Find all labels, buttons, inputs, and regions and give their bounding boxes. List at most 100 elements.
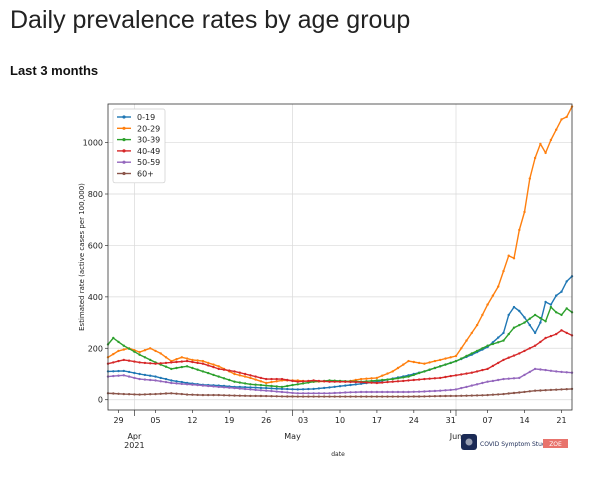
data-point bbox=[528, 390, 531, 393]
data-point bbox=[560, 290, 563, 293]
data-point bbox=[518, 309, 521, 313]
data-point bbox=[428, 368, 431, 371]
data-point bbox=[439, 394, 442, 398]
data-point bbox=[212, 363, 215, 366]
data-point bbox=[486, 367, 489, 371]
data-point bbox=[533, 389, 537, 392]
data-point bbox=[444, 375, 447, 379]
data-point bbox=[539, 142, 542, 146]
data-point bbox=[486, 303, 489, 306]
data-point bbox=[555, 388, 558, 391]
data-point bbox=[254, 394, 257, 398]
data-point bbox=[270, 384, 273, 388]
data-point bbox=[417, 361, 421, 365]
legend-label: 0-19 bbox=[137, 113, 155, 122]
data-point bbox=[428, 361, 431, 364]
data-point bbox=[507, 254, 510, 257]
data-point bbox=[133, 376, 136, 380]
data-point bbox=[465, 339, 468, 342]
data-point bbox=[381, 395, 384, 398]
data-point bbox=[238, 371, 241, 374]
data-point bbox=[370, 379, 373, 383]
data-point bbox=[243, 386, 247, 389]
data-point bbox=[175, 380, 178, 383]
data-point bbox=[375, 390, 379, 394]
data-point bbox=[502, 392, 505, 396]
data-point bbox=[127, 359, 131, 362]
data-point bbox=[191, 360, 194, 364]
data-point bbox=[238, 381, 241, 384]
data-point bbox=[185, 359, 189, 363]
data-point bbox=[391, 390, 394, 394]
data-point bbox=[386, 372, 389, 375]
data-point bbox=[539, 340, 542, 344]
data-point bbox=[512, 377, 516, 380]
data-point bbox=[301, 392, 305, 395]
x-tick-label: 17 bbox=[372, 416, 382, 425]
data-point bbox=[112, 374, 115, 378]
data-point bbox=[286, 387, 289, 391]
data-point bbox=[270, 389, 273, 393]
data-point bbox=[138, 361, 141, 364]
data-point bbox=[481, 381, 484, 385]
brand-tag: ZOE bbox=[549, 441, 562, 448]
data-point bbox=[291, 383, 294, 387]
data-point bbox=[301, 380, 305, 383]
data-point bbox=[539, 321, 542, 324]
data-point bbox=[349, 391, 352, 394]
chart-legend: 0-19 20-29 30-39 40-49 50-59 60+ bbox=[112, 108, 166, 184]
data-point bbox=[233, 372, 236, 376]
data-point bbox=[370, 395, 373, 398]
data-point bbox=[280, 387, 284, 391]
data-point bbox=[402, 363, 405, 366]
x-tick-label: 10 bbox=[335, 416, 345, 425]
data-point bbox=[407, 379, 410, 382]
data-point bbox=[454, 388, 458, 391]
data-point bbox=[228, 378, 231, 382]
data-point bbox=[433, 395, 437, 398]
data-point bbox=[470, 331, 473, 335]
data-point bbox=[159, 392, 162, 395]
data-point bbox=[449, 356, 452, 359]
data-point bbox=[307, 379, 310, 383]
data-point bbox=[423, 395, 426, 398]
data-point bbox=[138, 353, 141, 356]
data-point bbox=[502, 339, 505, 342]
data-point bbox=[122, 348, 126, 351]
data-point bbox=[154, 349, 157, 353]
data-point bbox=[475, 370, 479, 373]
data-point bbox=[565, 388, 568, 391]
data-point bbox=[228, 369, 231, 372]
data-point bbox=[265, 381, 268, 385]
data-point bbox=[191, 358, 194, 362]
data-point bbox=[565, 331, 568, 335]
data-point bbox=[417, 390, 421, 393]
data-point bbox=[359, 381, 363, 384]
data-point bbox=[338, 380, 342, 383]
data-point bbox=[122, 369, 126, 373]
x-tick-label: 03 bbox=[298, 416, 308, 425]
data-point bbox=[249, 386, 252, 389]
data-point bbox=[143, 393, 147, 396]
data-point bbox=[354, 383, 357, 386]
data-point bbox=[243, 382, 247, 385]
data-point bbox=[402, 390, 405, 394]
data-point bbox=[454, 359, 458, 363]
data-point bbox=[280, 395, 284, 398]
data-point bbox=[138, 393, 141, 396]
data-point bbox=[544, 389, 547, 392]
data-point bbox=[491, 364, 495, 368]
y-tick-label: 400 bbox=[88, 293, 103, 302]
data-point bbox=[555, 370, 558, 373]
data-point bbox=[201, 384, 205, 387]
data-point bbox=[507, 356, 510, 359]
data-point bbox=[217, 365, 220, 368]
series-layer bbox=[106, 105, 574, 398]
data-point bbox=[428, 395, 431, 398]
data-point bbox=[286, 395, 289, 398]
data-point bbox=[354, 391, 357, 394]
data-point bbox=[555, 294, 558, 297]
data-point bbox=[344, 384, 347, 387]
data-point bbox=[222, 377, 226, 380]
data-point bbox=[175, 382, 178, 385]
